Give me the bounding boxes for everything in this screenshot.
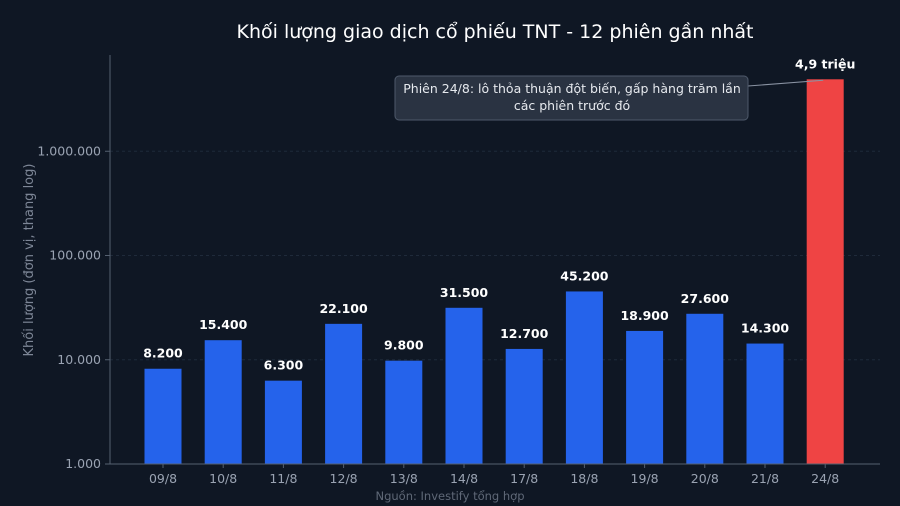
x-tick-label: 14/8 [450,471,478,486]
x-tick-label: 20/8 [691,471,719,486]
bar-09-8 [144,368,182,464]
data-label: 45.200 [560,268,609,283]
bars [144,79,844,464]
annotation-text-line2: các phiên trước đó [514,98,630,113]
data-label: 12.700 [500,326,549,341]
chart-title: Khối lượng giao dịch cổ phiếu TNT - 12 p… [237,21,754,43]
y-tick-label: 100.000 [49,248,101,263]
x-tick-label: 11/8 [269,471,297,486]
data-label: 15.400 [199,317,248,332]
data-label: 8.200 [143,346,183,361]
x-tick-label: 21/8 [751,471,779,486]
bar-18-8 [565,291,603,464]
x-tick-label: 18/8 [570,471,598,486]
annotation: Phiên 24/8: lô thỏa thuận đột biến, gấp … [394,75,824,121]
bar-13-8 [385,360,423,464]
data-label: 31.500 [440,285,489,300]
data-label: 4,9 triệu [795,56,855,71]
x-tick-label: 19/8 [631,471,659,486]
data-label: 27.600 [681,291,730,306]
annotation-text-line1: Phiên 24/8: lô thỏa thuận đột biến, gấp … [403,81,741,96]
bar-10-8 [204,340,242,464]
y-tick-label: 10.000 [57,352,101,367]
bar-24-8 [806,79,844,464]
x-tick-label: 13/8 [390,471,418,486]
axes: 1.000 10.000 100.000 1.000.000 09/8 10/8 11/8 1… [37,55,880,486]
x-tick-label: 12/8 [330,471,358,486]
y-tick-label: 1.000.000 [37,143,101,158]
data-label: 6.300 [264,358,304,373]
bar-21-8 [746,343,784,464]
x-tick-label: 10/8 [209,471,237,486]
x-tick-label: 17/8 [510,471,538,486]
bar-12-8 [325,323,363,464]
bar-14-8 [445,307,483,464]
bar-19-8 [626,330,664,464]
annotation-box [394,75,749,121]
bar-17-8 [505,348,543,464]
y-tick-label: 1.000 [65,456,101,471]
source-note: Nguồn: Investify tổng hợp [375,489,524,503]
y-axis-label: Khối lượng (đơn vị, thang log) [22,164,37,357]
data-labels: 8.200 15.400 6.300 22.100 9.800 31.500 12.700 4… [143,56,855,372]
x-tick-label: 24/8 [811,471,839,486]
bar-11-8 [264,380,302,464]
data-label: 14.300 [741,321,790,336]
x-tick-label: 09/8 [149,471,177,486]
data-label: 22.100 [319,301,368,316]
data-label: 18.900 [620,308,669,323]
bar-20-8 [686,313,724,464]
data-label: 9.800 [384,338,424,353]
annotation-pointer [747,79,824,87]
